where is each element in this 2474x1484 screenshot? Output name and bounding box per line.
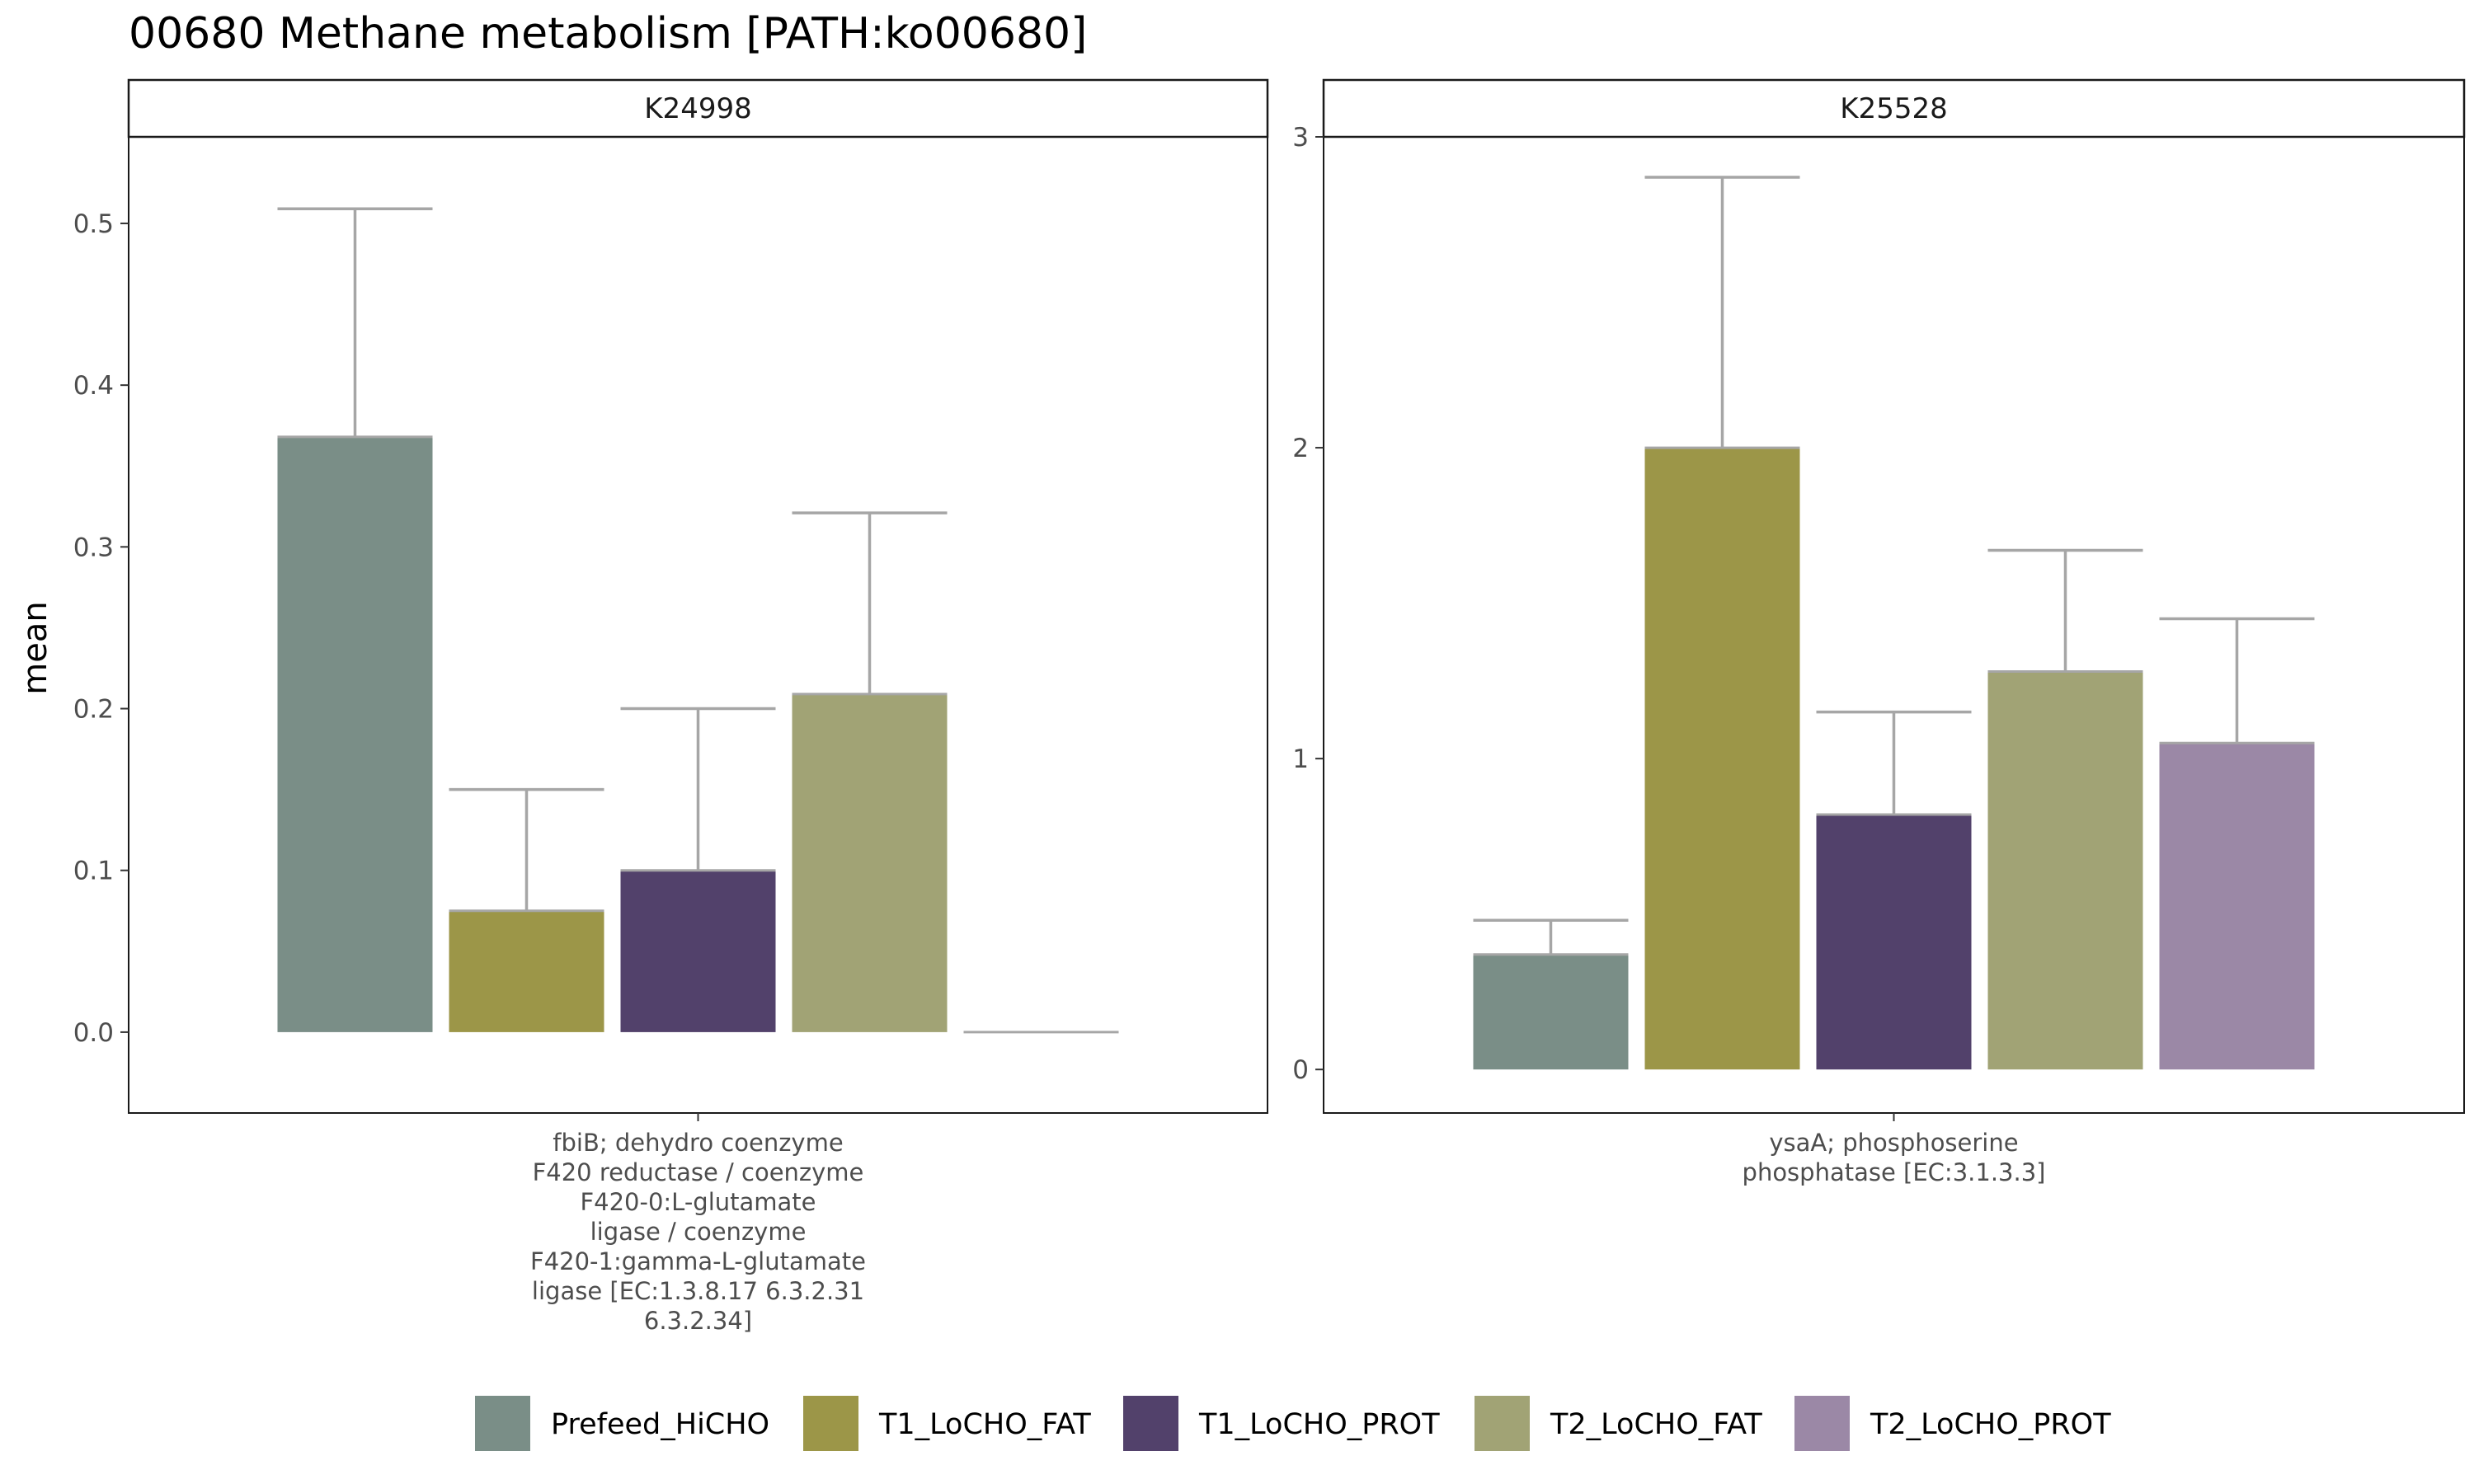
facet-strip	[127, 78, 1269, 139]
bar-T1_LoCHO_FAT	[1644, 448, 1800, 1070]
legend-item-T1_LoCHO_PROT: T1_LoCHO_PROT	[1123, 1396, 1440, 1451]
x-tick-label: ysaA; phosphoserine phosphatase [EC:3.1.3…	[1743, 1129, 2046, 1186]
facet-strip	[1322, 78, 2466, 139]
y-tick-label: 0.5	[73, 209, 114, 239]
legend-label: T1_LoCHO_PROT	[1198, 1408, 1440, 1441]
x-tick-label-line: fbiB; dehydro coenzyme	[553, 1129, 843, 1157]
legend: Prefeed_HiCHO T1_LoCHO_FAT T1_LoCHO_PROT T2…	[475, 1396, 2111, 1451]
legend-label: T1_LoCHO_FAT	[878, 1408, 1091, 1441]
legend-swatch	[475, 1396, 530, 1451]
bar-Prefeed_HiCHO	[277, 436, 433, 1032]
legend-swatch	[1794, 1396, 1850, 1451]
x-tick-label-line: F420-1:gamma-L-glutamate	[530, 1247, 866, 1275]
x-tick-label-line: 6.3.2.34]	[644, 1307, 752, 1335]
legend-label: Prefeed_HiCHO	[551, 1408, 769, 1441]
facet-strip-label: K24998	[644, 92, 751, 125]
bar-T2_LoCHO_FAT	[1987, 671, 2143, 1070]
y-tick-label: 0	[1292, 1055, 1309, 1085]
y-tick-label: 1	[1292, 744, 1309, 774]
legend-swatch	[1123, 1396, 1178, 1451]
legend-item-Prefeed_HiCHO: Prefeed_HiCHO	[475, 1396, 769, 1451]
y-tick-label: 0.3	[73, 533, 114, 562]
legend-swatch	[1475, 1396, 1530, 1451]
bar-T1_LoCHO_FAT	[449, 910, 604, 1032]
x-tick-label-line: ysaA; phosphoserine	[1769, 1129, 2018, 1157]
y-tick-label: 0.0	[73, 1018, 114, 1048]
facet-strip-label: K25528	[1840, 92, 1947, 125]
legend-label: T2_LoCHO_PROT	[1870, 1408, 2111, 1441]
bar-T2_LoCHO_FAT	[792, 693, 948, 1032]
bar-Prefeed_HiCHO	[1473, 954, 1629, 1070]
legend-item-T1_LoCHO_FAT: T1_LoCHO_FAT	[803, 1396, 1091, 1451]
panel-K24998: K24998 0.0 0.1 0.2 0.3 0.4 0.5 fbiB; dehydro co…	[73, 78, 1269, 1335]
x-tick-label: fbiB; dehydro coenzyme F420 reductase / c…	[530, 1129, 866, 1335]
x-tick-label-line: F420 reductase / coenzyme	[533, 1158, 864, 1186]
x-tick-label-line: phosphatase [EC:3.1.3.3]	[1743, 1158, 2046, 1186]
y-tick-label: 3	[1292, 123, 1309, 153]
y-tick-label: 2	[1292, 434, 1309, 463]
bar-T2_LoCHO_PROT	[2159, 743, 2315, 1070]
x-tick-label-line: F420-0:L-glutamate	[580, 1188, 816, 1216]
y-tick-label: 0.4	[73, 371, 114, 401]
legend-label: T2_LoCHO_FAT	[1550, 1408, 1762, 1441]
panel-K25528: K25528 0 1 2 3 ysaA; phosphoserine phosphatase…	[1292, 78, 2466, 1186]
y-tick-label: 0.2	[73, 695, 114, 725]
legend-swatch	[803, 1396, 858, 1451]
legend-item-T2_LoCHO_PROT: T2_LoCHO_PROT	[1794, 1396, 2111, 1451]
bar-T1_LoCHO_PROT	[1816, 815, 1972, 1070]
x-tick-label-line: ligase [EC:1.3.8.17 6.3.2.31	[532, 1277, 864, 1305]
y-axis-label: mean	[16, 601, 54, 694]
legend-item-T2_LoCHO_FAT: T2_LoCHO_FAT	[1475, 1396, 1762, 1451]
bar-T1_LoCHO_PROT	[620, 870, 776, 1032]
x-tick-label-line: ligase / coenzyme	[590, 1218, 807, 1246]
y-tick-label: 0.1	[73, 857, 114, 886]
chart-title: 00680 Methane metabolism [PATH:ko00680]	[129, 9, 1087, 59]
